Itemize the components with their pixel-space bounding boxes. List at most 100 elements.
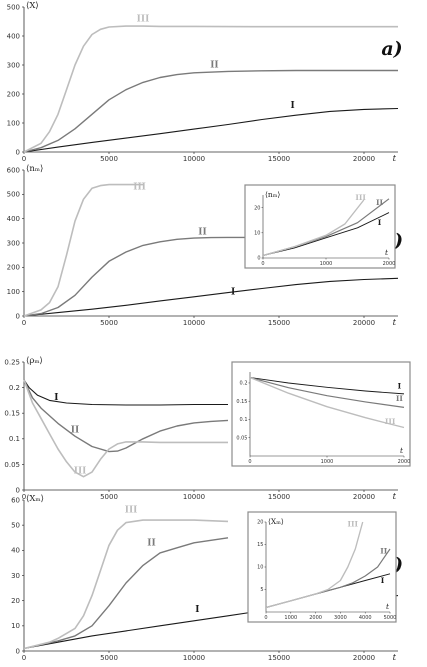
series-line-I bbox=[23, 277, 399, 317]
x-tick-label: 15000 bbox=[268, 155, 290, 163]
inset-series-label-III: III bbox=[385, 417, 396, 426]
series-line-II bbox=[23, 236, 245, 317]
x-tick-label: 20000 bbox=[353, 493, 375, 501]
series-label-III: III bbox=[125, 506, 138, 516]
inset-x-tick-label: 1000 bbox=[321, 459, 334, 465]
inset-x-tick-label: 0 bbox=[261, 261, 264, 267]
inset-series-line-III bbox=[265, 521, 364, 609]
y-tick-label: 0.15 bbox=[4, 410, 20, 418]
y-tick-label: 0.2 bbox=[9, 384, 20, 392]
y-tick-label: 200 bbox=[7, 264, 20, 272]
y-tick-label: 10 bbox=[11, 622, 20, 630]
x-axis-label: t bbox=[393, 653, 397, 663]
panel-c: 00.050.10.150.20.250 5000 10000 15000 20000⟨… bbox=[4, 356, 411, 502]
series-label-III: III bbox=[137, 15, 150, 25]
inset-series-line-II bbox=[249, 376, 405, 408]
series-line-II bbox=[23, 69, 398, 153]
series-line-I bbox=[23, 379, 228, 406]
inset-y-tick-label: 10 bbox=[257, 565, 263, 571]
series-label-I: I bbox=[195, 605, 199, 615]
y-tick-label: 300 bbox=[7, 61, 20, 69]
inset-series-label-I: I bbox=[398, 381, 402, 390]
series-line-III bbox=[23, 25, 398, 153]
y-tick-label: 600 bbox=[7, 166, 20, 174]
y-tick-label: 0.1 bbox=[9, 435, 20, 443]
y-tick-label: 50 bbox=[11, 522, 20, 530]
inset-series-label-II: II bbox=[396, 394, 404, 403]
inset-y-tick-label: 0.1 bbox=[240, 417, 248, 423]
y-tick-label: 0.25 bbox=[4, 358, 20, 366]
inset-x-tick-label: 2000 bbox=[309, 615, 322, 621]
inset-y-tick-label: 0.05 bbox=[236, 435, 247, 441]
y-axis-label: ⟨nₘ⟩ bbox=[26, 164, 43, 174]
series-label-III: III bbox=[133, 182, 146, 192]
series-label-I: I bbox=[231, 288, 235, 298]
series-label-II: II bbox=[210, 60, 218, 70]
series-line-III bbox=[23, 183, 143, 317]
x-tick-label: 5000 bbox=[100, 155, 118, 163]
inset-y-tick-label: 15 bbox=[257, 542, 263, 548]
x-tick-label: 0 bbox=[22, 319, 26, 327]
y-tick-label: 20 bbox=[11, 597, 20, 605]
inset-y-tick-label: 0.15 bbox=[236, 399, 247, 405]
x-tick-label: 20000 bbox=[353, 155, 375, 163]
x-axis-label: t bbox=[393, 318, 397, 328]
x-tick-label: 5000 bbox=[100, 493, 118, 501]
inset-frame bbox=[231, 361, 411, 467]
inset-x-axis-label: t bbox=[385, 248, 389, 257]
x-tick-label: 10000 bbox=[183, 319, 205, 327]
inset-series-line-III bbox=[249, 376, 405, 429]
inset-y-tick-label: 5 bbox=[260, 587, 263, 593]
series-line-III bbox=[23, 519, 229, 650]
y-axis-label: ⟨Xₘ⟩ bbox=[26, 494, 44, 504]
inset-x-tick-label: 1000 bbox=[284, 615, 297, 621]
x-axis-label: t bbox=[393, 492, 397, 502]
y-tick-label: 0.05 bbox=[4, 461, 20, 469]
y-axis-label: ⟨X⟩ bbox=[26, 1, 39, 11]
series-line-II bbox=[23, 537, 229, 650]
x-tick-label: 0 bbox=[22, 493, 26, 501]
y-tick-label: 0 bbox=[16, 486, 20, 494]
x-tick-label: 5000 bbox=[100, 319, 118, 327]
y-tick-label: 0 bbox=[16, 148, 20, 156]
series-line-II bbox=[23, 379, 229, 453]
inset-x-tick-label: 3000 bbox=[334, 615, 347, 621]
y-tick-label: 300 bbox=[7, 239, 20, 247]
x-tick-label: 10000 bbox=[183, 654, 205, 662]
y-axis-label: ⟨ρₘ⟩ bbox=[26, 356, 43, 366]
inset-series-line-III bbox=[262, 199, 365, 257]
panel-label: a) bbox=[381, 38, 402, 60]
x-tick-label: 10000 bbox=[183, 493, 205, 501]
series-line-I bbox=[23, 107, 399, 153]
inset-x-tick-label: 5000 bbox=[384, 615, 397, 621]
y-tick-label: 30 bbox=[11, 572, 20, 580]
x-tick-label: 20000 bbox=[353, 319, 375, 327]
y-tick-label: 400 bbox=[7, 215, 20, 223]
series-label-II: II bbox=[147, 538, 155, 548]
x-tick-label: 15000 bbox=[268, 493, 290, 501]
x-tick-label: 5000 bbox=[100, 654, 118, 662]
y-tick-label: 500 bbox=[7, 3, 20, 11]
x-tick-label: 10000 bbox=[183, 155, 205, 163]
inset-series-label-I: I bbox=[381, 576, 385, 585]
inset-series-label-II: II bbox=[376, 198, 384, 207]
inset-y-tick-label: 10 bbox=[254, 231, 260, 237]
inset-x-tick-label: 2000 bbox=[383, 261, 396, 267]
inset-x-tick-label: 0 bbox=[248, 459, 251, 465]
inset-y-axis-label: ⟨Xₘ⟩ bbox=[268, 517, 284, 526]
x-tick-label: 20000 bbox=[353, 654, 375, 662]
x-tick-label: 0 bbox=[22, 654, 26, 662]
series-line-III bbox=[23, 379, 228, 478]
panel-d: 010203040506005000100001500020000⟨Xₘ⟩td)… bbox=[11, 494, 403, 663]
inset-x-tick-label: 1000 bbox=[320, 261, 333, 267]
inset-series-label-III: III bbox=[355, 193, 366, 202]
y-tick-label: 500 bbox=[7, 191, 20, 199]
y-tick-label: 40 bbox=[11, 547, 20, 555]
inset-series-label-I: I bbox=[378, 218, 382, 227]
x-axis-label: t bbox=[393, 154, 397, 164]
y-tick-label: 400 bbox=[7, 32, 20, 40]
